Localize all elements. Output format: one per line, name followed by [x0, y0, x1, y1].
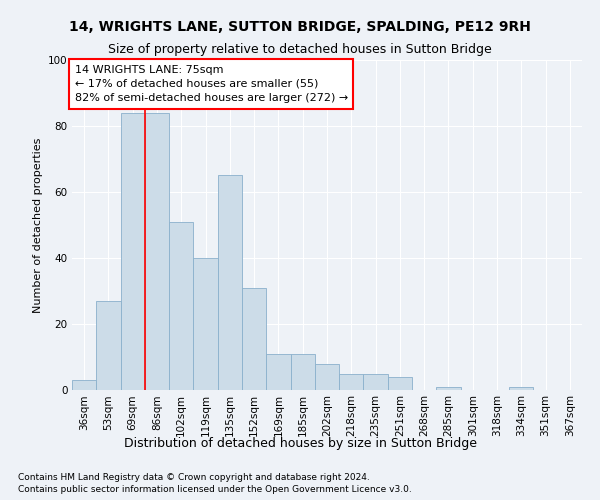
Bar [218, 176, 242, 390]
Text: Contains HM Land Registry data © Crown copyright and database right 2024.: Contains HM Land Registry data © Crown c… [18, 472, 370, 482]
Bar [388, 377, 412, 390]
Bar [121, 113, 145, 390]
Text: 14, WRIGHTS LANE, SUTTON BRIDGE, SPALDING, PE12 9RH: 14, WRIGHTS LANE, SUTTON BRIDGE, SPALDIN… [69, 20, 531, 34]
Bar [290, 354, 315, 390]
Bar [339, 374, 364, 390]
Bar [145, 113, 169, 390]
Bar [169, 222, 193, 390]
Bar [266, 354, 290, 390]
Bar [364, 374, 388, 390]
Bar [436, 386, 461, 390]
Text: Size of property relative to detached houses in Sutton Bridge: Size of property relative to detached ho… [108, 42, 492, 56]
Bar [72, 380, 96, 390]
Text: Distribution of detached houses by size in Sutton Bridge: Distribution of detached houses by size … [124, 438, 476, 450]
Bar [242, 288, 266, 390]
Y-axis label: Number of detached properties: Number of detached properties [32, 138, 43, 312]
Bar [193, 258, 218, 390]
Text: 14 WRIGHTS LANE: 75sqm
← 17% of detached houses are smaller (55)
82% of semi-det: 14 WRIGHTS LANE: 75sqm ← 17% of detached… [74, 65, 348, 103]
Bar [509, 386, 533, 390]
Text: Contains public sector information licensed under the Open Government Licence v3: Contains public sector information licen… [18, 485, 412, 494]
Bar [315, 364, 339, 390]
Bar [96, 301, 121, 390]
